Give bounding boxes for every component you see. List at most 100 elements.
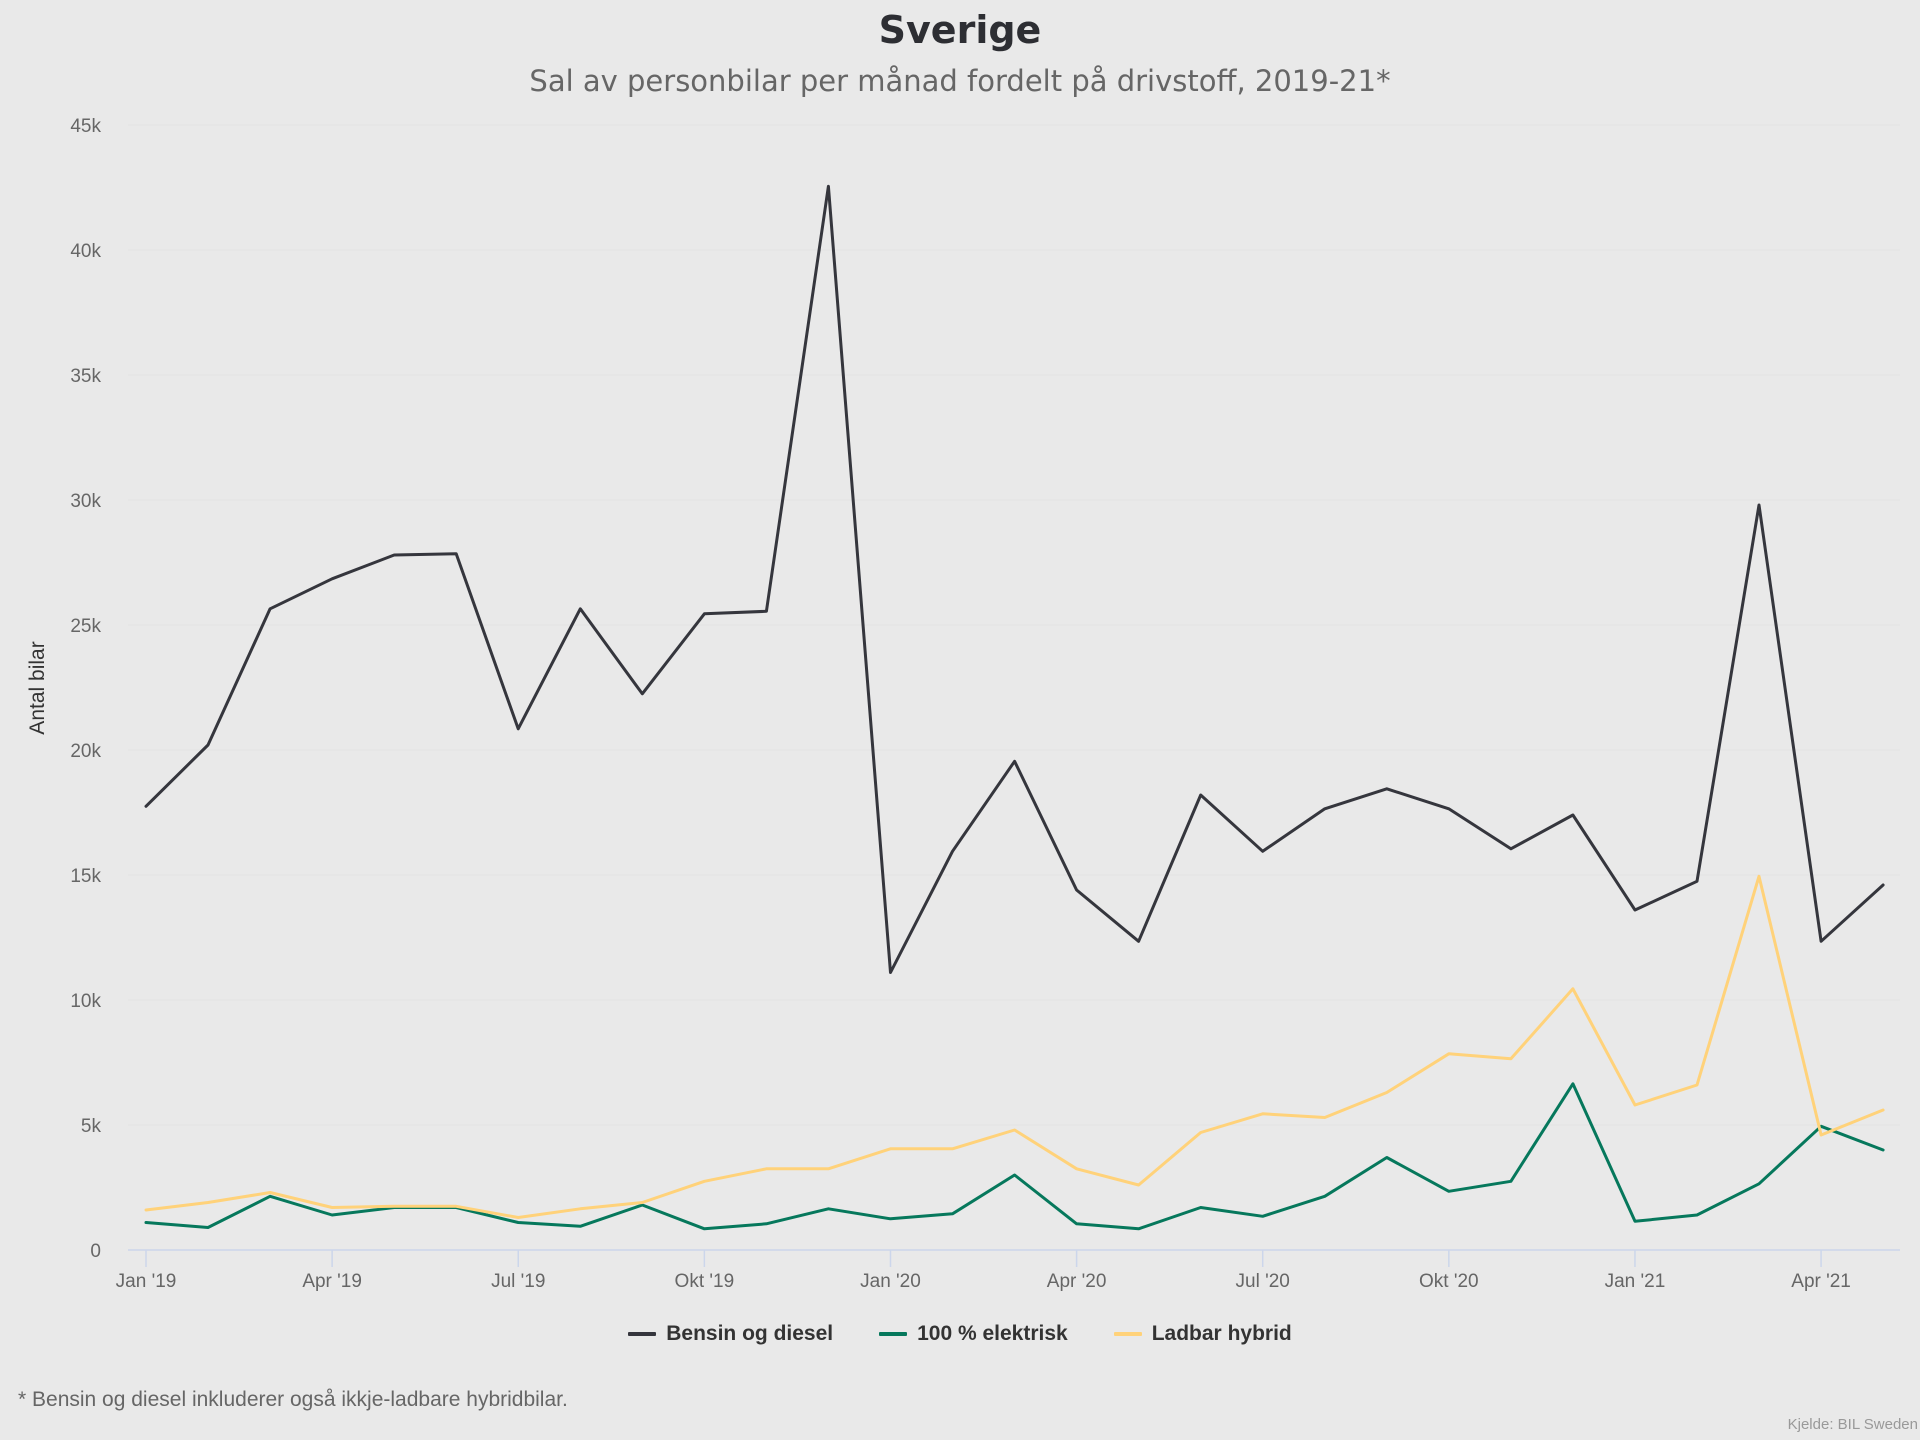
data-point[interactable] (1691, 1209, 1703, 1221)
data-point[interactable] (1071, 1163, 1083, 1175)
x-tick-label: Okt '19 (675, 1271, 735, 1292)
data-point[interactable] (512, 1212, 524, 1224)
data-point[interactable] (947, 1208, 959, 1220)
x-tick-label: Jan '19 (116, 1271, 177, 1292)
data-point[interactable] (512, 723, 524, 735)
data-point[interactable] (884, 1213, 896, 1225)
data-point[interactable] (1443, 803, 1455, 815)
data-point[interactable] (202, 1197, 214, 1209)
data-point[interactable] (1257, 1210, 1269, 1222)
data-point[interactable] (1567, 983, 1579, 995)
data-point[interactable] (1629, 1099, 1641, 1111)
data-point[interactable] (1133, 1179, 1145, 1191)
data-point[interactable] (1815, 1129, 1827, 1141)
data-point[interactable] (264, 603, 276, 615)
y-tick-label: 30k (70, 491, 101, 512)
y-tick-label: 20k (70, 741, 101, 762)
data-point[interactable] (1567, 1078, 1579, 1090)
legend-item-ladbar-hybrid[interactable]: Ladbar hybrid (1113, 1322, 1292, 1346)
data-point[interactable] (450, 548, 462, 560)
data-point[interactable] (822, 1163, 834, 1175)
data-point[interactable] (1319, 1190, 1331, 1202)
footnote: * Bensin og diesel inkluderer også ikkje… (18, 1388, 568, 1411)
data-point[interactable] (1753, 499, 1765, 511)
data-point[interactable] (1133, 935, 1145, 947)
data-point[interactable] (1133, 1223, 1145, 1235)
data-point[interactable] (574, 1220, 586, 1232)
series-line-bensin-og-diesel[interactable] (144, 184, 1885, 974)
data-point[interactable] (760, 1163, 772, 1175)
data-point[interactable] (1505, 843, 1517, 855)
series-line-ladbar-hybrid[interactable] (144, 874, 1885, 1219)
data-point[interactable] (1629, 1215, 1641, 1227)
legend-swatch-icon (879, 1332, 908, 1336)
data-point[interactable] (1009, 755, 1021, 767)
data-point[interactable] (1071, 1218, 1083, 1230)
y-axis-title: Antal bilar (26, 641, 49, 734)
source-credit[interactable]: Kjelde: BIL Sweden (1787, 1416, 1918, 1433)
data-point[interactable] (884, 967, 896, 979)
data-point[interactable] (1691, 1079, 1703, 1091)
data-point[interactable] (1877, 1144, 1889, 1156)
data-point[interactable] (574, 603, 586, 615)
data-point[interactable] (202, 1222, 214, 1234)
data-point[interactable] (1381, 783, 1393, 795)
data-point[interactable] (326, 1202, 338, 1214)
data-point[interactable] (1815, 935, 1827, 947)
data-point[interactable] (140, 1204, 152, 1216)
data-point[interactable] (1071, 884, 1083, 896)
data-point[interactable] (1381, 1087, 1393, 1099)
data-point[interactable] (140, 800, 152, 812)
data-point[interactable] (947, 1143, 959, 1155)
data-point[interactable] (1505, 1175, 1517, 1187)
data-point[interactable] (202, 739, 214, 751)
data-point[interactable] (388, 1200, 400, 1212)
data-point[interactable] (140, 1217, 152, 1229)
data-point[interactable] (1257, 845, 1269, 857)
data-point[interactable] (326, 573, 338, 585)
legend-label: 100 % elektrisk (917, 1322, 1068, 1345)
data-point[interactable] (698, 608, 710, 620)
data-point[interactable] (450, 1200, 462, 1212)
legend-label: Ladbar hybrid (1151, 1322, 1292, 1345)
legend-item-elektrisk[interactable]: 100 % elektrisk (879, 1322, 1068, 1346)
data-point[interactable] (1629, 904, 1641, 916)
data-point[interactable] (760, 605, 772, 617)
data-point[interactable] (1753, 870, 1765, 882)
y-tick-label: 5k (81, 1116, 102, 1137)
data-point[interactable] (1319, 1112, 1331, 1124)
data-point[interactable] (574, 1203, 586, 1215)
data-point[interactable] (822, 1203, 834, 1215)
data-point[interactable] (1257, 1108, 1269, 1120)
data-point[interactable] (884, 1143, 896, 1155)
data-point[interactable] (1443, 1048, 1455, 1060)
data-point[interactable] (1195, 1202, 1207, 1214)
data-point[interactable] (760, 1218, 772, 1230)
y-tick-label: 45k (70, 116, 101, 137)
data-point[interactable] (1195, 1127, 1207, 1139)
data-point[interactable] (1009, 1124, 1021, 1136)
data-point[interactable] (1753, 1178, 1765, 1190)
y-tick-label: 40k (70, 241, 101, 262)
data-point[interactable] (698, 1223, 710, 1235)
data-point[interactable] (1877, 879, 1889, 891)
data-point[interactable] (1009, 1169, 1021, 1181)
data-point[interactable] (1691, 875, 1703, 887)
data-point[interactable] (1195, 789, 1207, 801)
chart-subtitle: Sal av personbilar per månad fordelt på … (529, 64, 1391, 98)
data-point[interactable] (636, 688, 648, 700)
data-point[interactable] (1443, 1185, 1455, 1197)
data-point[interactable] (947, 845, 959, 857)
y-axis: 0 5k 10k 15k 20k 25k 30k 35k 40k 45k (70, 116, 101, 1262)
data-point[interactable] (264, 1187, 276, 1199)
legend-item-bensin-og-diesel[interactable]: Bensin og diesel (628, 1322, 833, 1346)
data-point[interactable] (822, 180, 834, 192)
data-point[interactable] (1319, 803, 1331, 815)
data-point[interactable] (1877, 1104, 1889, 1116)
data-point[interactable] (388, 549, 400, 561)
data-point[interactable] (636, 1197, 648, 1209)
data-point[interactable] (1567, 809, 1579, 821)
data-point[interactable] (1505, 1053, 1517, 1065)
data-point[interactable] (1381, 1152, 1393, 1164)
data-point[interactable] (698, 1175, 710, 1187)
